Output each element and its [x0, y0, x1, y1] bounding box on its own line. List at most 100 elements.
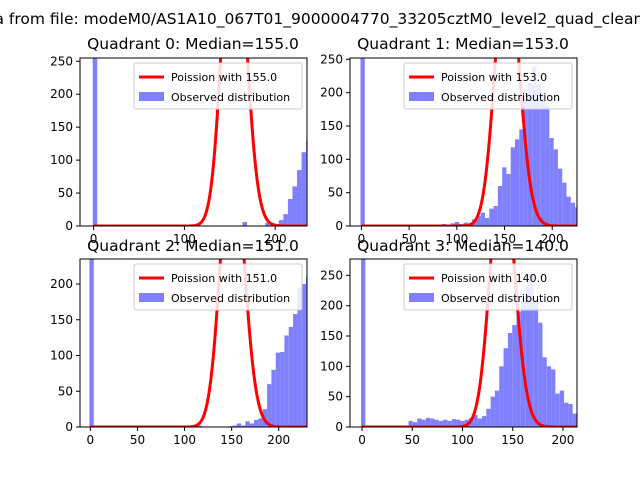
histogram-bar [443, 419, 448, 427]
histogram-bar [265, 222, 270, 226]
legend-label-poisson: Poission with 153.0 [441, 71, 547, 84]
histogram-bar [553, 149, 558, 226]
quadrant-2-title: Quadrant 2: Median=151.0 [87, 237, 299, 255]
histogram-bar [292, 186, 298, 226]
legend-label-observed: Observed distribution [171, 292, 290, 305]
histogram-bar [249, 423, 255, 427]
histogram-bar [503, 348, 508, 427]
histogram-bar [297, 287, 302, 427]
x-tick-label: 150 [220, 433, 243, 447]
axes-frame [79, 57, 308, 227]
legend-label-observed: Observed distribution [441, 292, 560, 305]
y-tick-label: 150 [50, 313, 73, 327]
poisson-curve [361, 259, 577, 427]
histogram-bar [533, 302, 539, 427]
poisson-curve [93, 58, 307, 226]
histogram-bar [546, 366, 552, 427]
y-tick-label: 0 [335, 219, 343, 233]
histogram-bar [538, 322, 543, 427]
histogram-bar [89, 259, 94, 427]
histogram-bar [425, 417, 431, 427]
quadrant-0-title: Quadrant 0: Median=155.0 [87, 35, 299, 53]
histogram-bar [236, 423, 242, 427]
y-tick-label: 0 [335, 420, 343, 434]
x-tick-label: 0 [90, 232, 98, 246]
histogram-bar [454, 222, 460, 226]
histogram-bar [92, 58, 98, 226]
histogram-bar [499, 366, 504, 427]
histogram-bar [575, 207, 577, 226]
legend-label-observed: Observed distribution [441, 91, 560, 104]
histogram-bar [297, 170, 302, 226]
histogram-bar [271, 369, 276, 427]
x-tick-label: 50 [401, 232, 416, 246]
histogram-bar [301, 152, 307, 226]
y-tick-label: 100 [50, 349, 73, 363]
y-tick-label: 50 [328, 186, 343, 200]
histogram-bar [490, 396, 495, 427]
histogram-bar [361, 259, 366, 427]
histogram-bar [430, 418, 435, 427]
histogram-bar [532, 67, 537, 226]
histogram-bar [412, 422, 418, 427]
histogram-bar [525, 287, 530, 427]
histogram-bar [476, 216, 481, 226]
histogram-bar [510, 147, 516, 226]
quadrant-1-panel: 0 50 100 150 200 0 50 100 150 200 250 Poission with… [320, 35, 578, 246]
histogram-bar [493, 206, 498, 226]
histogram-bar [267, 384, 272, 427]
histogram-bar [536, 84, 541, 226]
histogram-bar [497, 186, 503, 226]
y-tick-label: 200 [50, 277, 73, 291]
y-tick-label: 200 [50, 87, 73, 101]
histogram-bar [562, 182, 567, 226]
legend-box [403, 263, 573, 311]
y-tick-label: 100 [50, 153, 73, 167]
y-tick-label: 150 [320, 329, 343, 343]
histogram-bar [566, 196, 571, 226]
quadrant-3-title: Quadrant 3: Median=140.0 [357, 237, 569, 255]
legend-box [133, 62, 303, 110]
histogram-bar [527, 82, 533, 226]
histogram-bar [481, 416, 487, 427]
histogram-bar [506, 174, 511, 226]
legend-box [133, 263, 303, 311]
histogram-bar [480, 212, 485, 226]
x-tick-label: 0 [358, 232, 366, 246]
x-tick-label: 150 [493, 232, 516, 246]
histogram-bar [545, 105, 550, 226]
histogram-bar [254, 419, 259, 427]
x-tick-label: 100 [451, 433, 474, 447]
histogram-bar [507, 332, 513, 427]
histogram-bar [557, 168, 563, 226]
histogram-bar [529, 272, 534, 427]
x-tick-label: 200 [267, 433, 290, 447]
y-tick-label: 150 [50, 120, 73, 134]
x-tick-label: 200 [264, 232, 287, 246]
y-tick-label: 0 [65, 219, 73, 233]
histogram-bar [434, 419, 439, 427]
histogram-bar [288, 326, 294, 427]
y-tick-label: 150 [320, 119, 343, 133]
histogram-bar [438, 420, 444, 427]
histogram-bar [572, 413, 577, 427]
histogram-bar [486, 408, 491, 427]
histogram-bar [287, 198, 293, 226]
legend-bar-swatch [409, 293, 434, 302]
x-tick-label: 50 [405, 433, 420, 447]
histogram-bar [408, 420, 413, 427]
histogram-bar [540, 92, 546, 226]
y-tick-label: 50 [58, 186, 73, 200]
y-tick-label: 100 [320, 152, 343, 166]
histogram-bar [421, 419, 426, 427]
quadrant-2-panel: 0 50 100 150 200 0 50 100 150 200 Poission with 15… [50, 237, 308, 447]
figure-suptitle: Data from file: modeM0/AS1A10_067T01_900… [0, 10, 640, 29]
legend-label-observed: Observed distribution [171, 91, 290, 104]
histogram-bar [456, 419, 461, 427]
x-tick-label: 200 [551, 433, 574, 447]
legend-bar-swatch [409, 92, 434, 101]
histogram-bar [451, 419, 457, 427]
histogram-bar [283, 214, 288, 226]
histogram-bar [241, 425, 246, 427]
histogram-bar [473, 414, 478, 427]
